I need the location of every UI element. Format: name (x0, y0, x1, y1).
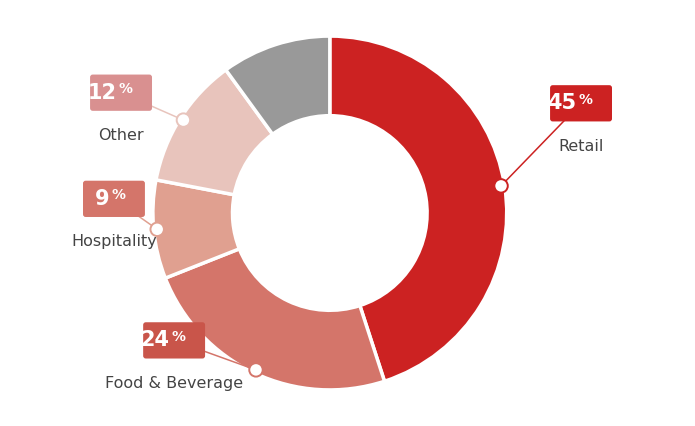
Circle shape (151, 223, 164, 236)
Circle shape (494, 179, 508, 193)
Text: %: % (118, 82, 132, 96)
FancyBboxPatch shape (83, 181, 145, 217)
Circle shape (250, 363, 263, 377)
Wedge shape (156, 70, 272, 195)
Text: Retail: Retail (558, 139, 604, 154)
Wedge shape (165, 249, 384, 390)
Text: 45: 45 (548, 93, 577, 113)
Wedge shape (330, 36, 507, 381)
Text: %: % (111, 188, 125, 202)
Text: 12: 12 (88, 83, 117, 103)
FancyBboxPatch shape (143, 322, 205, 359)
Text: 24: 24 (140, 331, 170, 350)
FancyBboxPatch shape (90, 75, 152, 111)
Text: Food & Beverage: Food & Beverage (105, 376, 243, 391)
Text: 9: 9 (95, 189, 110, 209)
Text: %: % (172, 330, 186, 344)
Text: Hospitality: Hospitality (71, 234, 157, 249)
Text: Other: Other (98, 128, 144, 143)
Wedge shape (226, 36, 330, 134)
Text: %: % (578, 93, 592, 107)
FancyBboxPatch shape (550, 85, 612, 121)
Circle shape (177, 113, 190, 127)
Wedge shape (153, 180, 239, 278)
